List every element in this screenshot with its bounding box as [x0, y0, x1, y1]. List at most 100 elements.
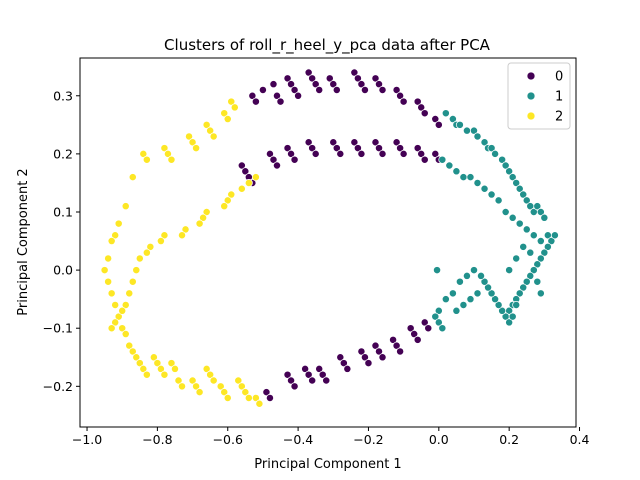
point-cluster-0	[371, 138, 380, 147]
point-cluster-1	[434, 306, 443, 315]
point-cluster-2	[111, 231, 120, 240]
point-cluster-0	[322, 376, 331, 385]
legend: 0 1 2	[507, 62, 571, 130]
point-cluster-0	[248, 91, 257, 100]
point-cluster-0	[304, 138, 313, 147]
point-cluster-2	[220, 388, 229, 397]
point-cluster-2	[142, 248, 151, 257]
point-cluster-0	[357, 347, 366, 356]
point-cluster-1	[508, 213, 517, 222]
point-cluster-0	[360, 353, 369, 362]
plot-frame	[79, 57, 577, 428]
point-cluster-0	[350, 68, 359, 77]
points-layer	[100, 68, 559, 408]
point-cluster-2	[174, 376, 183, 385]
point-cluster-0	[332, 144, 341, 153]
point-cluster-0	[434, 120, 443, 129]
y-tick-label: 0.2	[53, 146, 73, 161]
point-cluster-1	[501, 208, 510, 216]
point-cluster-1	[508, 173, 517, 182]
point-cluster-1	[522, 196, 531, 205]
x-tick-label: 0.4	[570, 432, 590, 447]
point-cluster-0	[311, 80, 320, 89]
point-cluster-0	[378, 86, 387, 94]
point-cluster-2	[220, 109, 229, 118]
point-cluster-2	[125, 341, 134, 350]
point-cluster-0	[353, 74, 362, 83]
point-cluster-0	[396, 144, 405, 153]
point-cluster-0	[375, 144, 383, 153]
point-cluster-1	[463, 126, 471, 135]
point-cluster-0	[371, 341, 380, 350]
point-cluster-1	[494, 301, 503, 309]
point-cluster-0	[420, 155, 429, 164]
point-cluster-1	[498, 306, 507, 315]
point-cluster-2	[192, 382, 201, 391]
point-cluster-0	[294, 91, 303, 100]
point-cluster-1	[459, 301, 468, 309]
legend-marker-2	[526, 111, 536, 121]
point-cluster-0	[336, 353, 345, 362]
point-cluster-1	[487, 190, 496, 199]
legend-marker-0	[526, 71, 536, 81]
point-cluster-0	[399, 149, 408, 158]
point-cluster-2	[107, 289, 116, 298]
point-cluster-2	[121, 301, 130, 309]
point-cluster-0	[287, 80, 296, 89]
point-cluster-0	[357, 80, 366, 89]
point-cluster-2	[209, 376, 218, 385]
point-cluster-1	[441, 109, 450, 118]
point-cluster-1	[477, 271, 485, 280]
point-cluster-1	[455, 120, 464, 129]
point-cluster-2	[121, 202, 130, 211]
point-cluster-2	[142, 370, 151, 379]
point-cluster-0	[392, 138, 401, 147]
point-cluster-2	[223, 115, 232, 123]
point-cluster-2	[181, 225, 190, 234]
point-cluster-0	[325, 74, 334, 83]
point-cluster-2	[178, 231, 186, 240]
point-cluster-1	[463, 271, 471, 280]
point-cluster-0	[371, 74, 380, 83]
point-cluster-2	[220, 202, 229, 211]
point-cluster-2	[128, 173, 137, 182]
point-cluster-0	[304, 370, 313, 379]
point-cluster-2	[244, 393, 253, 402]
point-cluster-0	[237, 161, 246, 170]
point-cluster-1	[459, 173, 468, 182]
point-cluster-0	[315, 86, 324, 94]
point-cluster-1	[494, 196, 503, 205]
x-tick-label: −0.4	[283, 432, 313, 447]
point-cluster-1	[505, 266, 514, 275]
point-cluster-2	[209, 132, 218, 141]
point-cluster-2	[237, 184, 246, 193]
point-cluster-1	[491, 295, 500, 304]
point-cluster-0	[413, 144, 422, 153]
point-cluster-2	[251, 393, 260, 402]
point-cluster-2	[118, 306, 127, 315]
point-cluster-1	[526, 271, 535, 280]
point-cluster-1	[512, 178, 521, 187]
point-cluster-0	[399, 97, 408, 106]
x-axis: −1.0 −0.8 −0.6 −0.4 −0.2 0.0 0.2 0.4	[72, 427, 590, 447]
point-cluster-0	[413, 97, 422, 106]
x-tick-label: −0.6	[213, 432, 243, 447]
point-cluster-1	[491, 149, 500, 158]
point-cluster-2	[132, 353, 141, 362]
point-cluster-2	[216, 382, 225, 391]
y-tick-label: −0.1	[43, 321, 73, 336]
point-cluster-1	[480, 184, 489, 193]
point-cluster-2	[100, 266, 109, 275]
point-cluster-0	[353, 144, 362, 153]
point-cluster-1	[433, 266, 441, 275]
y-tick-label: 0.0	[53, 263, 73, 278]
point-cluster-0	[336, 149, 345, 158]
point-cluster-0	[283, 74, 292, 83]
legend-label-1: 1	[555, 90, 563, 105]
point-cluster-2	[244, 178, 253, 187]
point-cluster-0	[318, 370, 327, 379]
point-cluster-0	[375, 80, 383, 89]
point-cluster-1	[480, 277, 489, 286]
point-cluster-1	[473, 178, 482, 187]
